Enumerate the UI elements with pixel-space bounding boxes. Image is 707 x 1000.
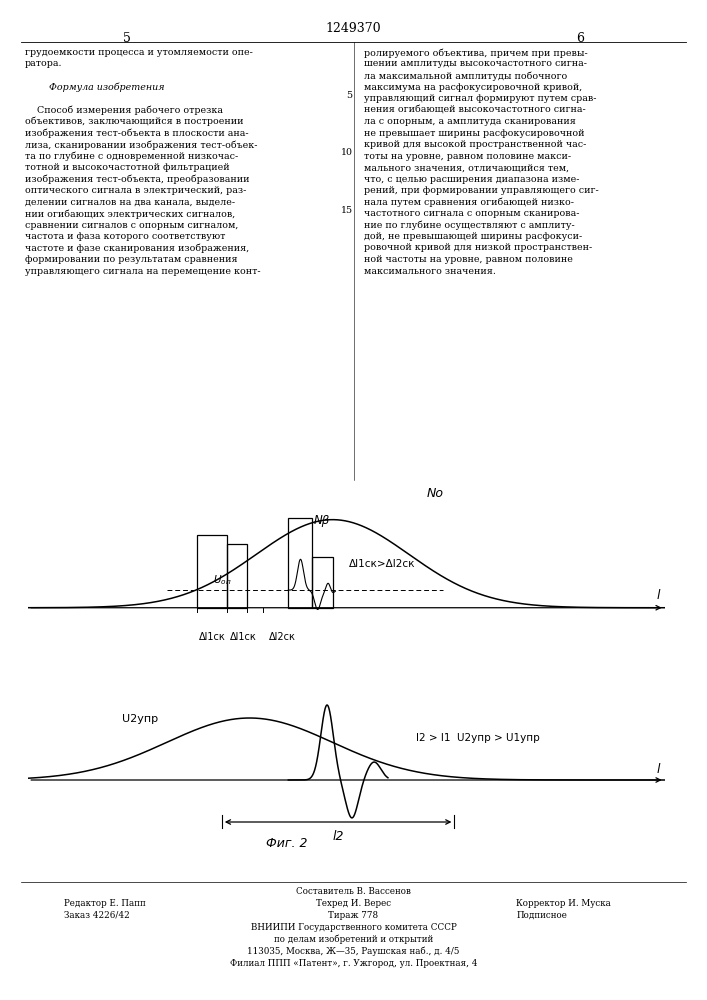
Text: максимального значения.: максимального значения.: [364, 267, 496, 276]
Text: Составитель В. Вассенов: Составитель В. Вассенов: [296, 887, 411, 896]
Text: грудоемкости процесса и утомляемости опе-: грудоемкости процесса и утомляемости опе…: [25, 48, 252, 57]
Text: частота и фаза которого соответствуют: частота и фаза которого соответствуют: [25, 232, 225, 241]
Text: формировании по результатам сравнения: формировании по результатам сравнения: [25, 255, 238, 264]
Text: l2 > l1  U2упр > U1упр: l2 > l1 U2упр > U1упр: [416, 733, 539, 743]
Text: Фиг. 2: Фиг. 2: [267, 837, 308, 850]
Text: ратора.: ратора.: [25, 60, 62, 68]
Text: Филиал ППП «Патент», г. Ужгород, ул. Проектная, 4: Филиал ППП «Патент», г. Ужгород, ул. Про…: [230, 959, 477, 968]
Text: объективов, заключающийся в построении: объективов, заключающийся в построении: [25, 117, 243, 126]
Text: рений, при формировании управляющего сиг-: рений, при формировании управляющего сиг…: [364, 186, 599, 195]
Text: 5: 5: [123, 32, 132, 45]
Text: Формула изобретения: Формула изобретения: [25, 83, 164, 92]
Text: Δl1ск: Δl1ск: [230, 632, 257, 642]
Text: нала путем сравнения огибающей низко-: нала путем сравнения огибающей низко-: [364, 198, 574, 207]
Text: сравнении сигналов с опорным сигналом,: сравнении сигналов с опорным сигналом,: [25, 221, 238, 230]
Text: ла максимальной амплитуды побочного: ла максимальной амплитуды побочного: [364, 71, 567, 81]
Text: мального значения, отличающийся тем,: мального значения, отличающийся тем,: [364, 163, 569, 172]
Text: дой, не превышающей ширины расфокуси-: дой, не превышающей ширины расфокуси-: [364, 232, 583, 241]
Text: по делам изобретений и открытий: по делам изобретений и открытий: [274, 935, 433, 944]
Text: $l$: $l$: [656, 762, 662, 776]
Text: управляющий сигнал формируют путем срав-: управляющий сигнал формируют путем срав-: [364, 94, 597, 103]
Text: нии огибающих электрических сигналов,: нии огибающих электрических сигналов,: [25, 209, 235, 219]
Text: ной частоты на уровне, равном половине: ной частоты на уровне, равном половине: [364, 255, 573, 264]
Text: шении амплитуды высокочастотного сигна-: шении амплитуды высокочастотного сигна-: [364, 60, 587, 68]
Text: кривой для высокой пространственной час-: кривой для высокой пространственной час-: [364, 140, 587, 149]
Text: Техред И. Верес: Техред И. Верес: [316, 899, 391, 908]
Text: оптического сигнала в электрический, раз-: оптического сигнала в электрический, раз…: [25, 186, 246, 195]
Text: 113035, Москва, Ж—35, Раушская наб., д. 4/5: 113035, Москва, Ж—35, Раушская наб., д. …: [247, 947, 460, 956]
Text: Корректор И. Муска: Корректор И. Муска: [516, 899, 611, 908]
Bar: [312, 557, 332, 608]
Text: тотной и высокочастотной фильтрацией: тотной и высокочастотной фильтрацией: [25, 163, 229, 172]
Text: U2упр: U2упр: [122, 714, 158, 724]
Text: Тираж 778: Тираж 778: [329, 911, 378, 920]
Text: 5: 5: [346, 91, 353, 100]
Text: Способ измерения рабочего отрезка: Способ измерения рабочего отрезка: [25, 105, 223, 115]
Text: 6: 6: [575, 32, 584, 45]
Text: Nβ: Nβ: [313, 514, 329, 527]
Text: лиза, сканировании изображения тест-объек-: лиза, сканировании изображения тест-объе…: [25, 140, 257, 149]
Text: 15: 15: [341, 206, 353, 215]
Text: изображения тест-объекта в плоскости ана-: изображения тест-объекта в плоскости ана…: [25, 129, 248, 138]
Text: 1249370: 1249370: [326, 22, 381, 35]
Text: l2: l2: [332, 830, 344, 843]
Text: ровочной кривой для низкой пространствен-: ровочной кривой для низкой пространствен…: [364, 243, 592, 252]
Text: $l$: $l$: [656, 588, 662, 602]
Text: No: No: [426, 487, 444, 500]
Text: ла с опорным, а амплитуда сканирования: ла с опорным, а амплитуда сканирования: [364, 117, 576, 126]
Text: изображения тест-объекта, преобразовании: изображения тест-объекта, преобразовании: [25, 175, 250, 184]
Text: ние по глубине осуществляют с амплиту-: ние по глубине осуществляют с амплиту-: [364, 221, 575, 230]
Bar: [197, 535, 228, 608]
Bar: [228, 544, 247, 608]
Text: Δl1ск: Δl1ск: [199, 632, 226, 642]
Text: Подписное: Подписное: [516, 911, 567, 920]
Text: та по глубине с одновременной низкочас-: та по глубине с одновременной низкочас-: [25, 152, 238, 161]
Text: частоте и фазе сканирования изображения,: частоте и фазе сканирования изображения,: [25, 243, 249, 253]
Text: максимума на расфокусировочной кривой,: максимума на расфокусировочной кривой,: [364, 83, 583, 92]
Text: Δl1ск>Δl2ск: Δl1ск>Δl2ск: [349, 559, 416, 569]
Text: Δl2ск: Δl2ск: [269, 632, 296, 642]
Text: что, с целью расширения диапазона изме-: что, с целью расширения диапазона изме-: [364, 175, 580, 184]
Text: ролируемого объектива, причем при превы-: ролируемого объектива, причем при превы-: [364, 48, 588, 57]
Text: нения огибающей высокочастотного сигна-: нения огибающей высокочастотного сигна-: [364, 105, 586, 114]
Text: ВНИИПИ Государственного комитета СССР: ВНИИПИ Государственного комитета СССР: [250, 923, 457, 932]
Text: управляющего сигнала на перемещение конт-: управляющего сигнала на перемещение конт…: [25, 267, 260, 276]
Bar: [288, 518, 312, 608]
Text: $U_{оп}$: $U_{оп}$: [214, 573, 232, 587]
Text: частотного сигнала с опорным сканирова-: частотного сигнала с опорным сканирова-: [364, 209, 580, 218]
Text: Редактор Е. Папп: Редактор Е. Папп: [64, 899, 146, 908]
Text: не превышает ширины расфокусировочной: не превышает ширины расфокусировочной: [364, 129, 585, 138]
Text: делении сигналов на два канала, выделе-: делении сигналов на два канала, выделе-: [25, 198, 235, 207]
Text: тоты на уровне, равном половине макси-: тоты на уровне, равном половине макси-: [364, 152, 571, 161]
Text: 10: 10: [341, 148, 353, 157]
Text: Заказ 4226/42: Заказ 4226/42: [64, 911, 129, 920]
